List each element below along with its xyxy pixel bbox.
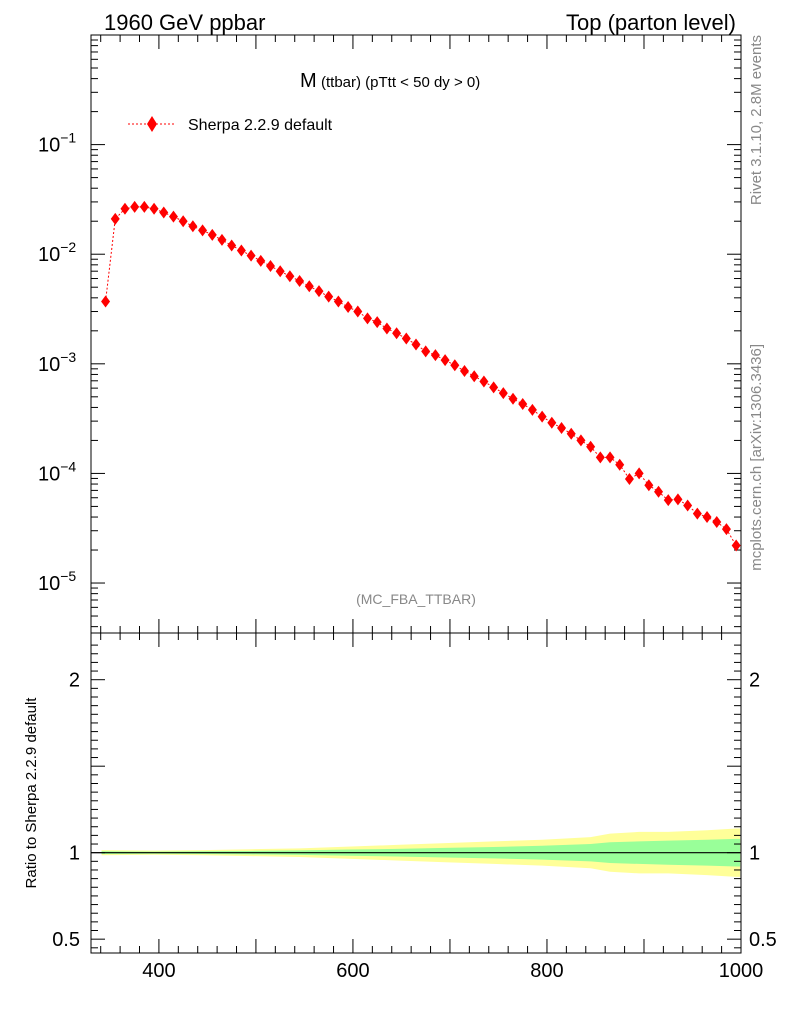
data-point [382,322,392,335]
ratio-ytick-label-right: 0.5 [749,929,777,951]
data-point [159,206,169,219]
data-point [566,427,576,440]
data-point [236,244,246,257]
data-point [634,467,644,480]
data-point [615,458,625,471]
data-point [217,233,227,246]
data-point [198,224,208,237]
data-point [343,300,353,313]
data-point [702,511,712,524]
data-point [547,416,557,429]
watermark: (MC_FBA_TTBAR) [356,591,476,607]
data-point [527,403,537,416]
data-point [586,440,596,453]
ratio-ylabel: Ratio to Sherpa 2.2.9 default [23,697,40,889]
data-point [324,290,334,303]
data-point [557,421,567,434]
ratio-ytick-label-left: 2 [69,670,80,692]
data-point [110,212,120,225]
plot-title-main: M [300,70,317,92]
ratio-plot-frame [90,632,742,954]
data-point [731,539,741,552]
ratio-ytick-label-right: 1 [749,843,760,865]
main-ytick-label: 10−5 [38,568,76,595]
data-point [440,354,450,367]
data-point [489,381,499,394]
data-point [314,285,324,298]
data-point [479,375,489,388]
data-point [683,499,693,512]
data-point [430,349,440,362]
data-point [595,451,605,464]
data-point [304,280,314,293]
data-point [624,472,634,485]
plot-title-sub: (ttbar) (pTtt < 50 dy > 0) [321,74,480,91]
data-point [295,274,305,287]
header-left: 1960 GeV ppbar [104,10,265,35]
header-right: Top (parton level) [566,10,736,35]
data-point [508,392,518,405]
main-ytick-label: 10−1 [38,130,76,157]
ratio-ytick-label-left: 0.5 [52,929,80,951]
data-point [101,295,111,308]
data-point [605,451,615,464]
data-point [692,507,702,520]
main-ytick-label: 10−3 [38,349,76,376]
mcplots-label: mcplots.cern.ch [arXiv:1306.3436] [748,344,765,571]
data-point [654,485,664,498]
data-point [246,249,256,262]
data-point [498,387,508,400]
data-point [576,434,586,447]
xtick-label: 600 [336,960,369,982]
data-point [178,215,188,228]
data-point [333,295,343,308]
main-ytick-label: 10−2 [38,239,76,266]
data-point [353,305,363,318]
data-point [663,494,673,507]
data-point [673,493,683,506]
data-point [120,202,130,215]
data-point [518,397,528,410]
main-ytick-label: 10−4 [38,458,76,485]
data-point [285,270,295,283]
xtick-label: 1000 [719,960,764,982]
data-point [275,265,285,278]
data-point [139,200,149,213]
data-point [256,254,266,267]
legend-marker [147,116,157,132]
data-point [401,332,411,345]
data-point [188,220,198,233]
series-line [105,206,737,546]
data-point [372,316,382,329]
ratio-ytick-label-left: 1 [69,843,80,865]
data-point [537,410,547,423]
data-point [168,210,178,223]
data-point [450,359,460,372]
xtick-label: 400 [142,960,175,982]
data-point [227,239,237,252]
data-point [265,260,275,273]
ratio-ytick-label-right: 2 [749,670,760,692]
data-point [130,200,140,213]
data-point [421,345,431,358]
data-point [469,370,479,383]
data-point [362,312,372,325]
data-point [644,479,654,492]
data-point [712,516,722,529]
data-point [392,327,402,340]
data-point [411,338,421,351]
legend-label: Sherpa 2.2.9 default [188,117,333,134]
data-point [149,202,159,215]
xtick-label: 800 [530,960,563,982]
data-point [207,228,217,241]
data-point [721,523,731,536]
rivet-label: Rivet 3.1.10, 2.8M events [748,35,765,205]
data-point [460,364,470,377]
